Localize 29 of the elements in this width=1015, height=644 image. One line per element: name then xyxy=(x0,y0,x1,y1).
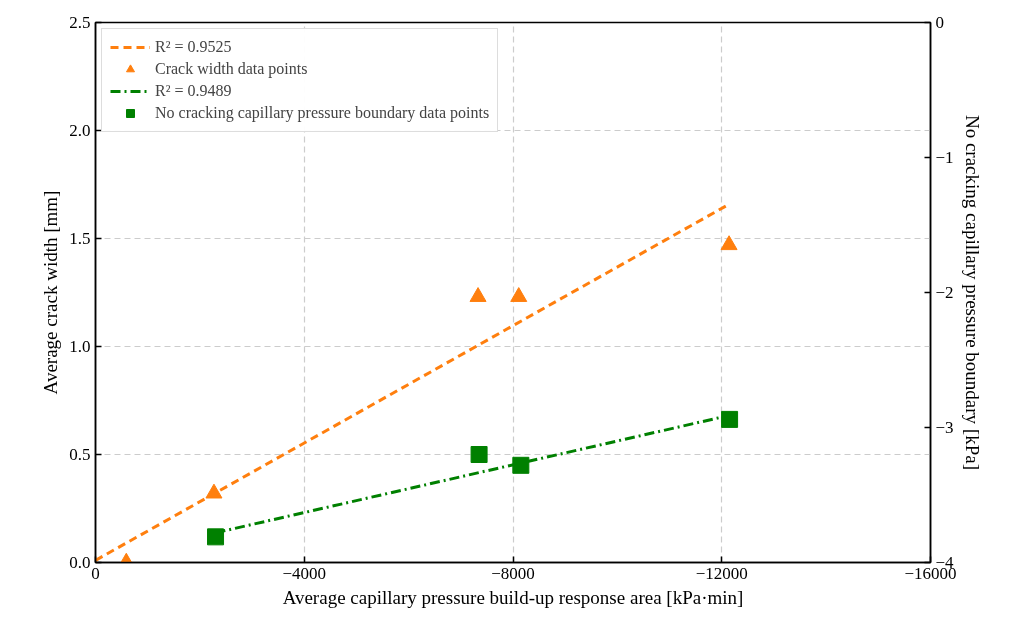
x-axis-title: Average capillary pressure build-up response area [kPa·min] xyxy=(282,586,744,608)
y2-tick-label: −2 xyxy=(935,283,954,302)
point xyxy=(207,528,225,546)
y-tick-label: 0.5 xyxy=(69,445,91,464)
x-tick-label: −12000 xyxy=(695,563,748,583)
legend-label: No cracking capillary pressure boundary data points xyxy=(155,104,490,122)
point xyxy=(721,410,739,428)
y-tick-label: 0.0 xyxy=(69,553,91,572)
legend-label: Crack width data points xyxy=(155,60,308,78)
x-tick-label: −8000 xyxy=(491,563,535,583)
y2-axis-title: No cracking capillary pressure boundary [kPa] xyxy=(961,114,983,471)
x-tick-label: −4000 xyxy=(282,563,327,583)
point xyxy=(720,235,738,251)
x-tick-label: 0 xyxy=(91,563,100,583)
y-tick-label: 2.5 xyxy=(69,13,91,32)
point xyxy=(512,456,530,474)
y2-tick-label: 0 xyxy=(935,13,944,32)
y-tick-label: 2.0 xyxy=(69,121,91,140)
y-tick-label: 1.0 xyxy=(69,337,91,356)
y2-tick-label: −3 xyxy=(935,418,954,437)
y-axis-title: Average crack width [mm] xyxy=(40,190,62,395)
point xyxy=(205,483,223,499)
y2-tick-label: −1 xyxy=(935,148,954,167)
legend-label: R² = 0.9489 xyxy=(155,82,232,100)
point xyxy=(470,446,488,463)
point xyxy=(510,287,528,302)
point xyxy=(469,287,487,302)
y-tick-label: 1.5 xyxy=(69,229,91,248)
legend-label: R² = 0.9525 xyxy=(155,38,232,56)
